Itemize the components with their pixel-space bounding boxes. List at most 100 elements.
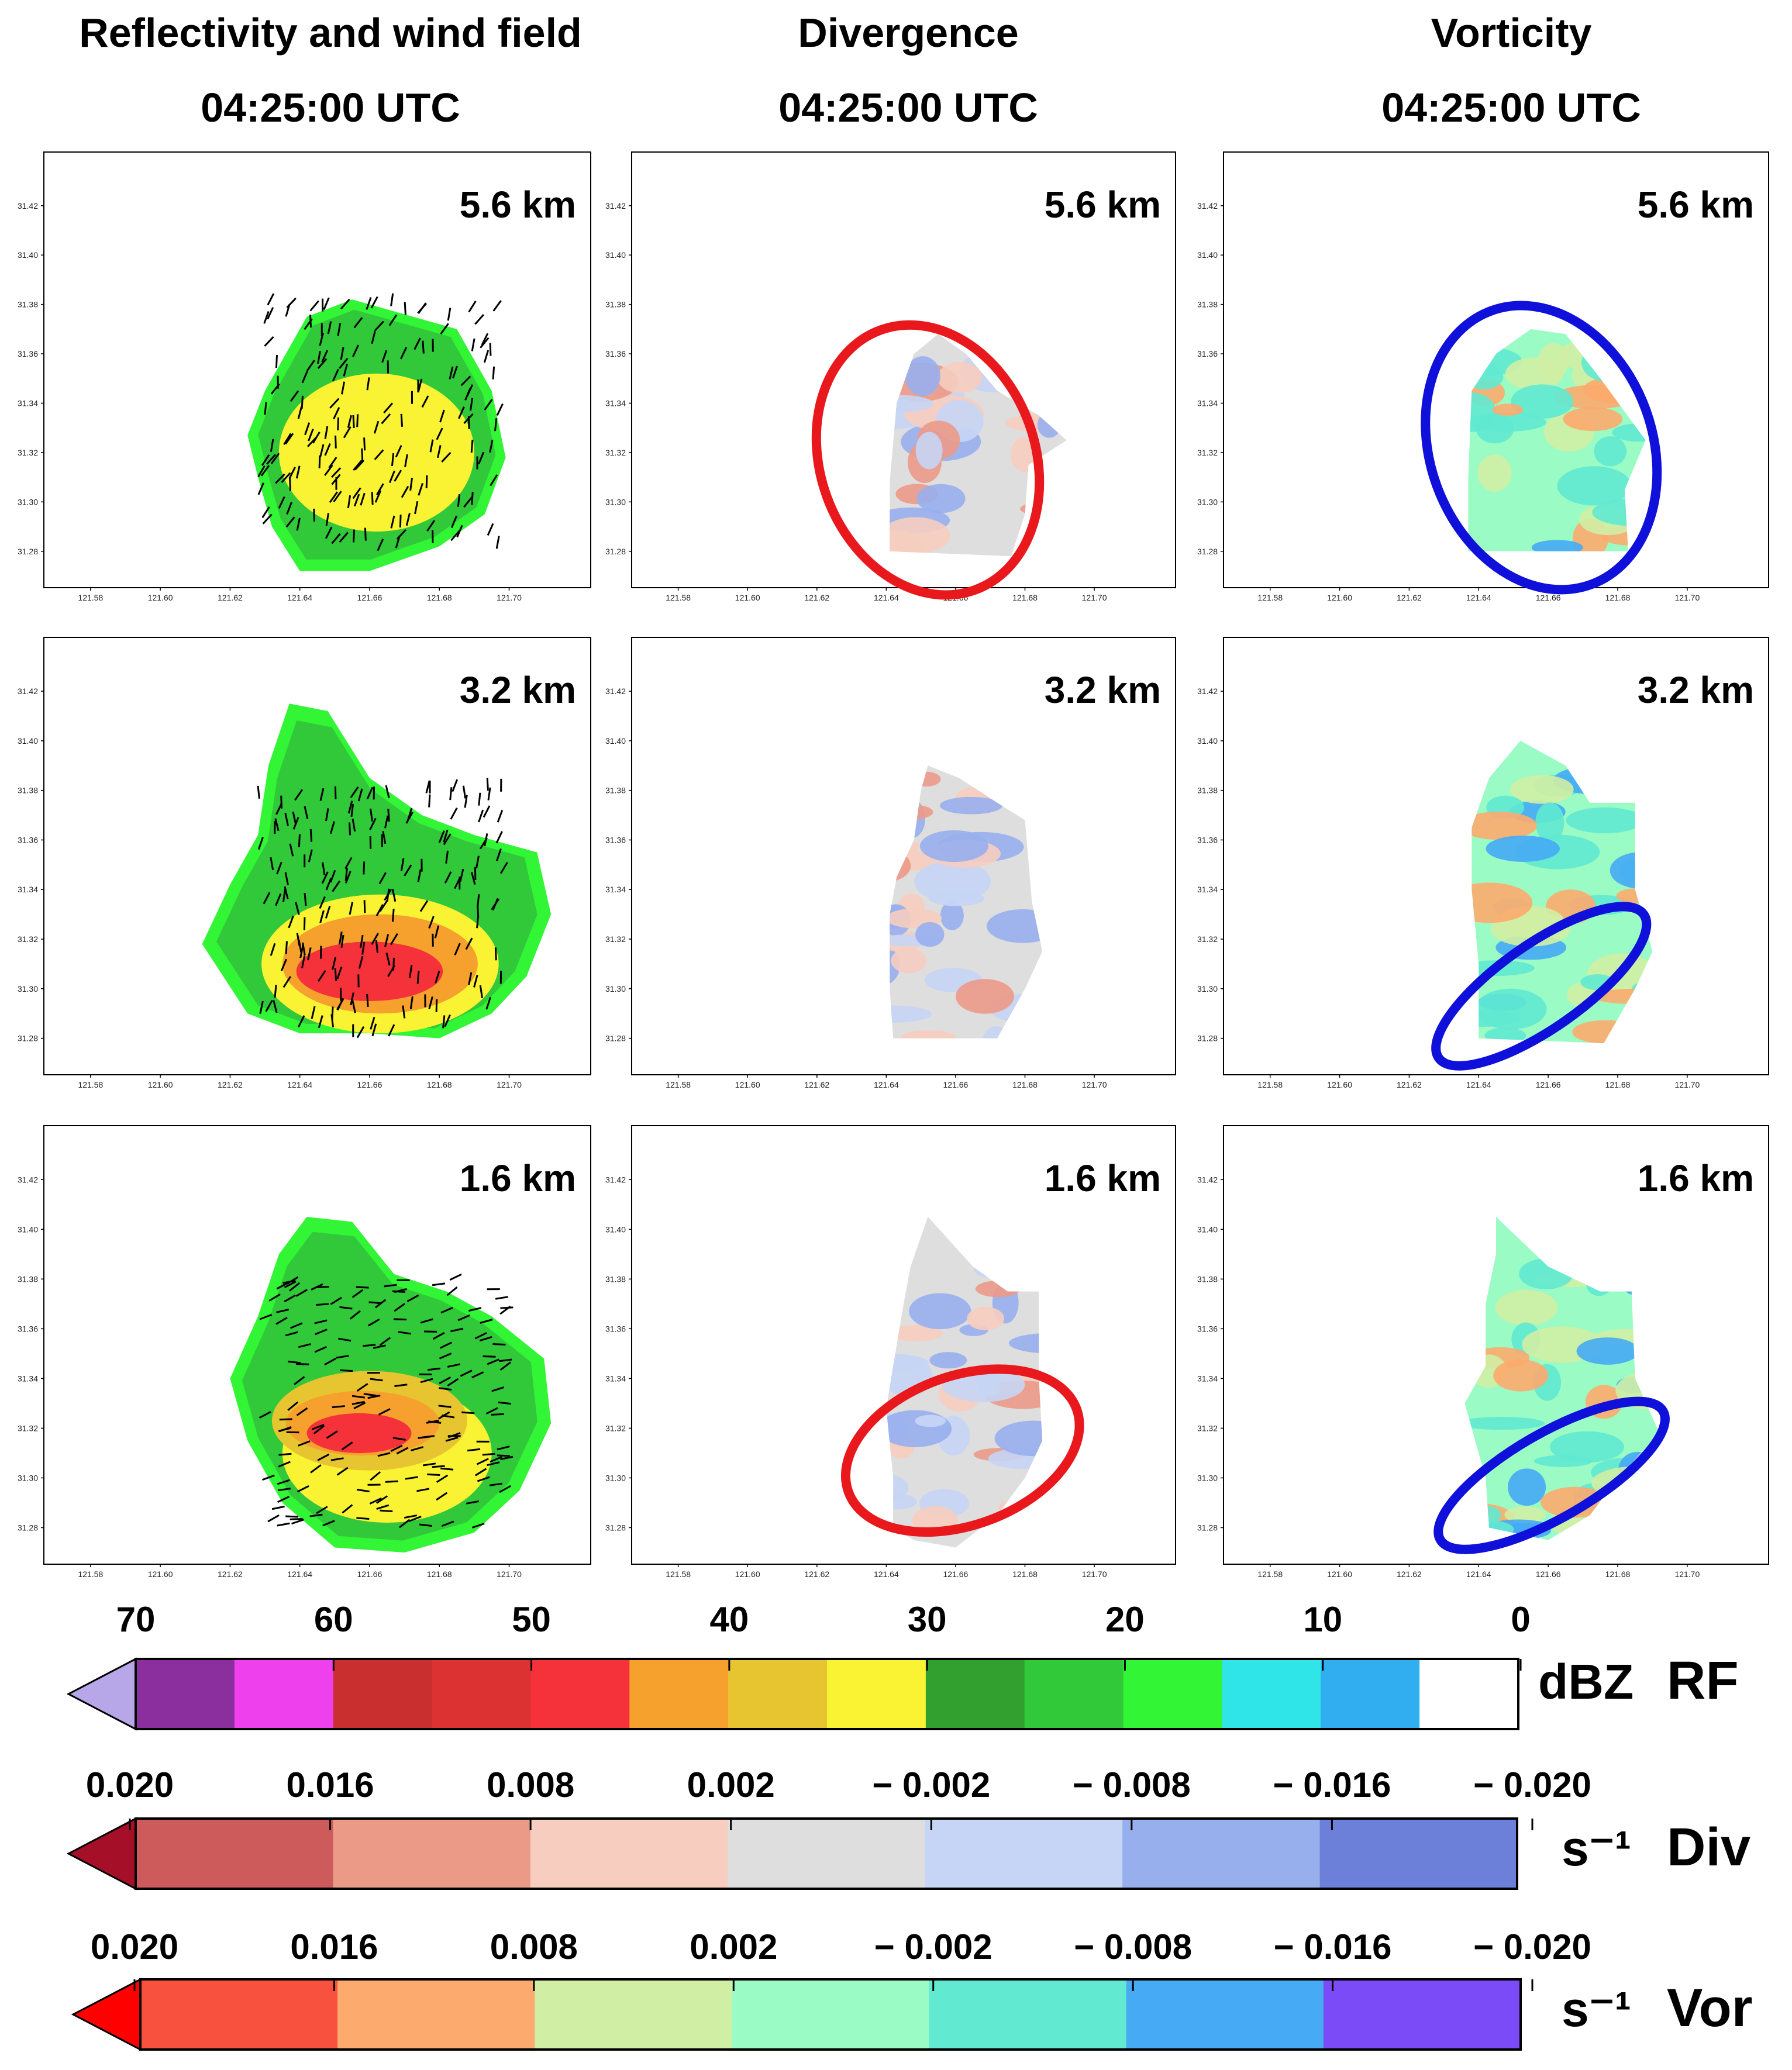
wind-barb (498, 810, 502, 823)
y-tick-label: 31.30 (605, 497, 626, 506)
colorbar-tick-label: 0.020 (86, 1765, 174, 1805)
colorbar-tick-label: − 0.020 (1473, 1927, 1591, 1966)
wind-barb (338, 418, 339, 430)
y-tick-label: 31.32 (18, 1423, 38, 1433)
y-tick-label: 31.32 (1197, 448, 1218, 457)
y-tick-label: 31.42 (605, 201, 626, 211)
colorbar-segment (1222, 1659, 1321, 1729)
col1-time: 04:25:00 UTC (201, 85, 460, 130)
x-tick-label: 121.58 (666, 1569, 691, 1579)
wind-barb (418, 971, 419, 984)
y-tick-label: 31.40 (18, 1224, 38, 1234)
y-tick-label: 31.38 (18, 1274, 38, 1284)
div-blob (971, 288, 1034, 318)
wind-barb (280, 1419, 292, 1420)
x-tick-label: 121.66 (357, 1080, 382, 1089)
panel-rf-1: 31.4231.4031.3831.3631.3431.3231.3031.28… (18, 637, 591, 1089)
wind-barb (388, 809, 390, 822)
x-tick-label: 121.66 (357, 593, 382, 602)
wind-barb (314, 509, 315, 522)
vor-blob (1508, 1468, 1546, 1506)
wind-barb (353, 530, 354, 543)
y-tick-label: 31.34 (605, 398, 626, 408)
wind-barb (268, 1515, 279, 1522)
wind-barb (394, 1319, 406, 1320)
colorbar-label: Div (1667, 1817, 1750, 1877)
x-tick-label: 121.68 (1012, 1569, 1038, 1579)
wind-barb (391, 294, 393, 306)
x-tick-label: 121.60 (1327, 1569, 1352, 1579)
panel-data-layer (247, 294, 505, 571)
y-tick-label: 31.32 (18, 934, 38, 944)
colorbar-segment (929, 1979, 1127, 2050)
wind-barb (497, 1455, 510, 1456)
vor-blob (1612, 322, 1646, 354)
wind-barb (335, 968, 336, 981)
div-blob (1021, 333, 1053, 361)
div-blob (956, 979, 1014, 1013)
y-tick-label: 31.38 (1197, 300, 1218, 309)
vor-blob (1621, 1507, 1660, 1532)
x-tick-label: 121.70 (1082, 1569, 1107, 1579)
y-tick-label: 31.28 (605, 1034, 626, 1043)
vor-blob (1626, 1008, 1665, 1048)
wind-barb (450, 787, 452, 800)
x-tick-label: 121.64 (287, 1080, 312, 1089)
vor-blob (1622, 1266, 1646, 1295)
colorbar-unit: s⁻¹ (1562, 1982, 1631, 2037)
y-tick-label: 31.42 (18, 1175, 38, 1184)
div-blob (1009, 1333, 1093, 1354)
wind-barb (495, 1297, 508, 1299)
div-blob (856, 395, 933, 413)
x-tick-label: 121.64 (1466, 593, 1491, 602)
x-tick-label: 121.58 (1257, 1569, 1283, 1579)
x-tick-label: 121.66 (1536, 1569, 1561, 1579)
vor-blob (1446, 882, 1532, 923)
rf-contour-core (307, 1413, 412, 1453)
colorbar-segment (530, 1659, 629, 1729)
div-blob (987, 909, 1059, 943)
y-tick-label: 31.34 (1197, 1374, 1218, 1383)
y-tick-label: 31.32 (1197, 1423, 1218, 1433)
div-blob (938, 281, 1000, 313)
wind-barb (450, 1274, 461, 1279)
div-blob (915, 1415, 946, 1427)
x-tick-label: 121.60 (1327, 1080, 1352, 1089)
wind-barb (479, 810, 483, 822)
colorbar-segment (728, 1819, 925, 1889)
wind-barb (497, 832, 502, 843)
panel-data-layer (850, 755, 1076, 1059)
div-blob (867, 1281, 895, 1296)
x-tick-label: 121.64 (874, 1569, 899, 1579)
vor-blob (1458, 1520, 1514, 1539)
y-tick-label: 31.36 (1197, 1324, 1218, 1333)
wind-barb (332, 1406, 345, 1407)
wind-barb (429, 795, 430, 808)
colorbar-tick-label: − 0.016 (1273, 1765, 1391, 1805)
y-tick-label: 31.38 (605, 300, 626, 309)
wind-barb (272, 1506, 285, 1509)
div-blob (982, 1026, 1011, 1060)
colorbar-segment (1324, 1979, 1521, 2050)
vor-blob (1485, 1027, 1526, 1043)
x-tick-label: 121.64 (287, 593, 312, 602)
colorbar-segment (333, 1659, 432, 1729)
div-blob (1036, 1512, 1077, 1528)
col1-title: Reflectivity and wind field (79, 10, 582, 56)
wind-barb (319, 456, 320, 468)
wind-barb (469, 301, 476, 312)
colorbar-segment (925, 1819, 1123, 1889)
vor-blob (1617, 888, 1654, 903)
x-tick-label: 121.58 (666, 593, 691, 602)
vor-blob (1592, 498, 1674, 526)
wind-barb (463, 786, 465, 799)
y-tick-label: 31.28 (1197, 547, 1218, 556)
colorbar-tick-label: 0.016 (290, 1927, 378, 1966)
x-tick-label: 121.62 (218, 593, 243, 602)
